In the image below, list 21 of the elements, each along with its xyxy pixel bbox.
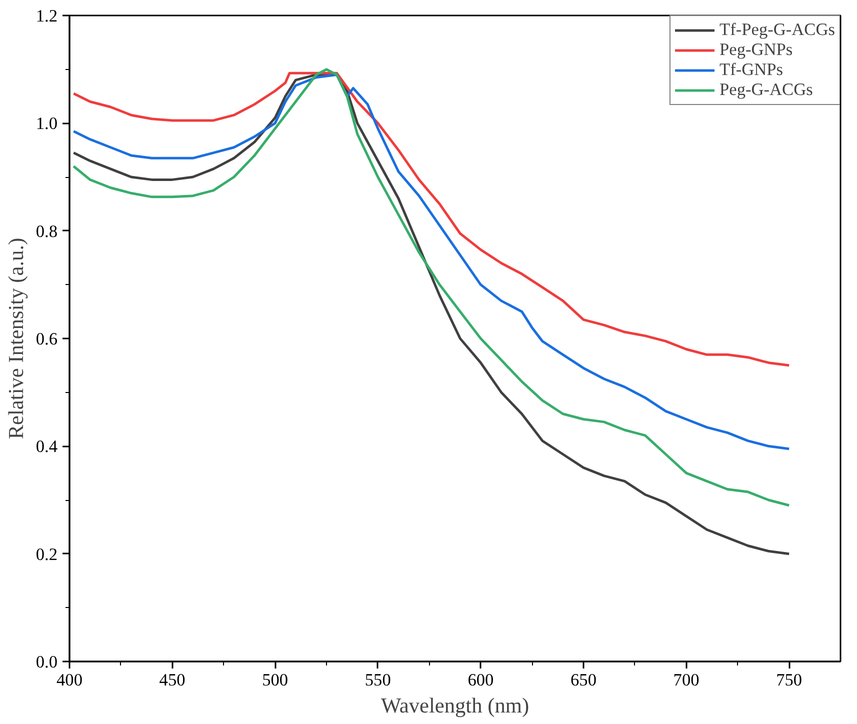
legend-label: Tf-Peg-G-ACGs [719, 20, 835, 40]
x-tick-label: 700 [673, 670, 700, 690]
x-tick-label: 450 [159, 670, 186, 690]
y-tick-label: 0.2 [36, 544, 58, 564]
x-tick-label: 400 [56, 670, 83, 690]
legend-label: Peg-GNPs [719, 40, 793, 60]
y-tick-label: 1.0 [36, 114, 58, 134]
x-axis-title: Wavelength (nm) [380, 694, 530, 718]
x-tick-label: 650 [570, 670, 597, 690]
x-tick-label: 750 [776, 670, 802, 690]
y-tick-label: 1.2 [36, 6, 58, 26]
legend-label: Peg-G-ACGs [719, 80, 813, 100]
y-tick-label: 0.8 [36, 222, 58, 241]
legend-label: Tf-GNPs [719, 60, 784, 80]
y-tick-label: 0.4 [36, 437, 58, 456]
y-tick-label: 0.0 [36, 652, 58, 672]
x-tick-label: 550 [364, 670, 391, 690]
x-tick-label: 600 [468, 670, 494, 690]
x-tick-label: 500 [262, 670, 288, 690]
y-axis-title: Relative Intensity (a.u.) [4, 238, 28, 440]
y-tick-label: 0.6 [36, 330, 58, 348]
